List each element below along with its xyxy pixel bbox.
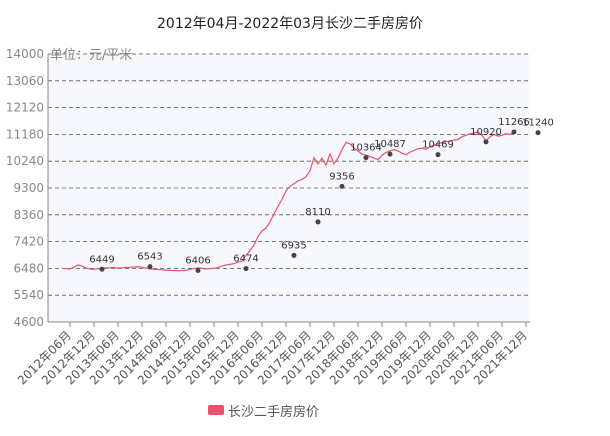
data-label: 8110 xyxy=(305,207,330,218)
y-tick-label: 10240 xyxy=(6,154,44,168)
data-point[interactable] xyxy=(147,264,153,270)
data-point[interactable] xyxy=(387,151,393,157)
y-tick-label: 12120 xyxy=(6,101,44,115)
data-point[interactable] xyxy=(243,266,249,272)
series-line xyxy=(61,131,515,272)
y-tick-label: 11180 xyxy=(6,127,44,141)
data-label: 6543 xyxy=(137,252,162,263)
y-tick-label: 4600 xyxy=(13,315,44,329)
y-tick-label: 7420 xyxy=(13,235,44,249)
legend-swatch xyxy=(208,405,224,415)
data-label: 6935 xyxy=(281,240,306,251)
data-point[interactable] xyxy=(291,252,297,258)
data-label: 11240 xyxy=(522,118,554,129)
data-point[interactable] xyxy=(511,129,517,135)
data-label: 10920 xyxy=(470,127,502,138)
data-point[interactable] xyxy=(483,139,489,145)
data-label: 10364 xyxy=(350,143,382,154)
y-tick-label: 6480 xyxy=(13,261,44,275)
y-tick-label: 9300 xyxy=(13,181,44,195)
data-point[interactable] xyxy=(339,183,345,189)
data-point[interactable] xyxy=(435,152,441,158)
y-tick-label: 8360 xyxy=(13,208,44,222)
data-point[interactable] xyxy=(315,219,321,225)
axes xyxy=(47,54,530,323)
grid xyxy=(48,53,530,296)
data-point[interactable] xyxy=(195,268,201,274)
data-label: 10469 xyxy=(422,140,454,151)
y-tick-label: 14000 xyxy=(6,47,44,61)
data-point[interactable] xyxy=(363,155,369,161)
data-label: 9356 xyxy=(329,171,354,182)
unit-label: 单位：元/平米 xyxy=(50,48,132,63)
chart-title: 2012年04月-2022年03月长沙二手房房价 xyxy=(157,16,423,32)
y-tick-label: 13060 xyxy=(6,74,44,88)
data-point[interactable] xyxy=(99,266,105,272)
legend-label: 长沙二手房房价 xyxy=(228,404,320,420)
legend[interactable]: 长沙二手房房价 xyxy=(208,402,320,420)
data-label: 6474 xyxy=(233,254,258,265)
y-tick-label: 5540 xyxy=(13,288,44,302)
x-tick-labels: 2012年06月2012年12月2013年06月2013年12月2014年06月… xyxy=(15,322,530,387)
data-label: 10487 xyxy=(374,139,406,150)
y-tick-labels: 4600 5540 6480 7420 8360 9300 10240 11180 12120 1… xyxy=(6,47,44,329)
series-layer xyxy=(61,131,515,272)
data-label: 6449 xyxy=(89,254,114,265)
data-point[interactable] xyxy=(535,130,541,136)
data-label: 6406 xyxy=(185,256,210,267)
data-label: 11266 xyxy=(498,117,530,128)
